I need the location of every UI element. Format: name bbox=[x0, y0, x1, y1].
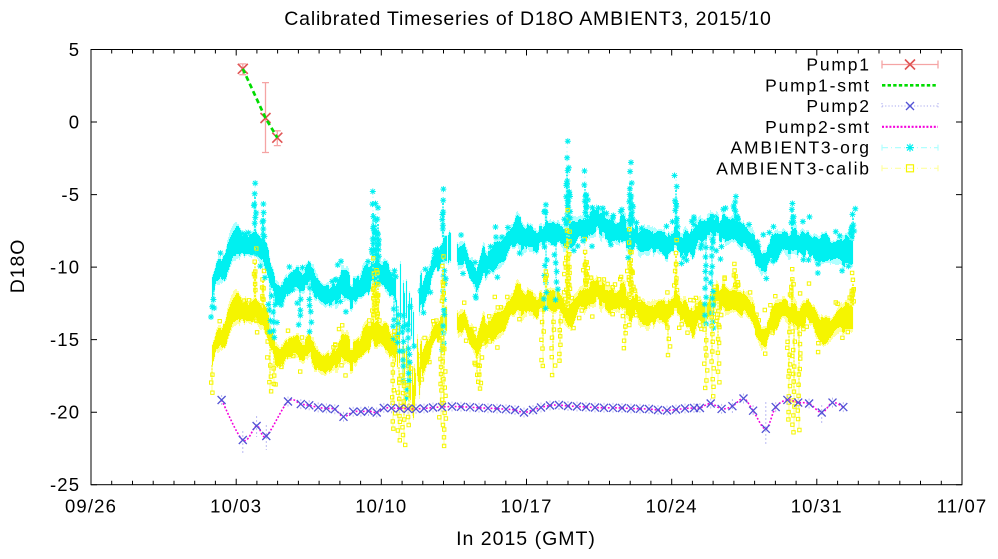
svg-text:D18O: D18O bbox=[7, 239, 29, 294]
svg-text:Pump1: Pump1 bbox=[806, 55, 870, 75]
svg-text:5: 5 bbox=[69, 39, 80, 60]
svg-text:10/31: 10/31 bbox=[791, 496, 843, 517]
svg-text:10/17: 10/17 bbox=[500, 496, 552, 517]
svg-text:-20: -20 bbox=[50, 402, 80, 423]
svg-text:AMBIENT3-org: AMBIENT3-org bbox=[731, 138, 871, 158]
svg-text:AMBIENT3-calib: AMBIENT3-calib bbox=[716, 158, 871, 178]
svg-text:In 2015 (GMT): In 2015 (GMT) bbox=[456, 528, 596, 550]
svg-text:Pump2: Pump2 bbox=[806, 96, 870, 116]
svg-text:Pump2-smt: Pump2-smt bbox=[765, 117, 871, 137]
svg-text:10/03: 10/03 bbox=[210, 496, 262, 517]
svg-text:10/10: 10/10 bbox=[355, 496, 407, 517]
svg-text:-15: -15 bbox=[50, 329, 80, 350]
svg-text:Calibrated Timeseries of D18O: Calibrated Timeseries of D18O AMBIENT3, … bbox=[284, 8, 771, 30]
svg-text:-25: -25 bbox=[50, 474, 80, 495]
svg-text:-5: -5 bbox=[61, 184, 80, 205]
svg-text:0: 0 bbox=[69, 111, 80, 132]
svg-text:Pump1-smt: Pump1-smt bbox=[765, 75, 871, 95]
svg-text:-10: -10 bbox=[50, 257, 80, 278]
svg-text:10/24: 10/24 bbox=[646, 496, 698, 517]
svg-text:09/26: 09/26 bbox=[65, 496, 117, 517]
svg-text:11/07: 11/07 bbox=[937, 496, 988, 517]
